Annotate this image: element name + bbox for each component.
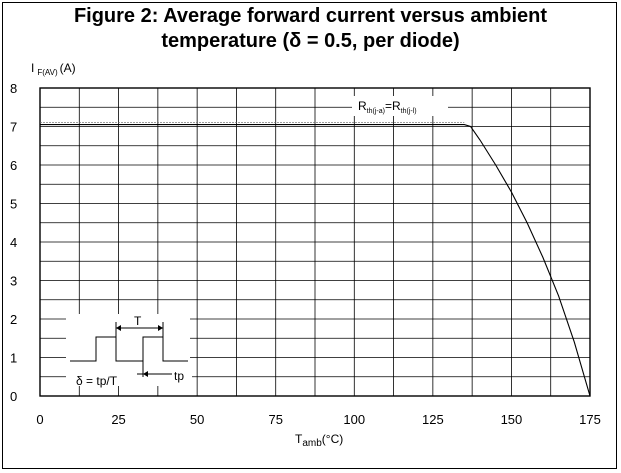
x-tick-label: 125 — [422, 412, 444, 427]
tp-arrowhead — [143, 371, 148, 377]
x-axis-label: Tamb(°C) — [295, 432, 343, 449]
y-tick-label: 3 — [10, 274, 17, 289]
figure-frame — [2, 2, 617, 469]
y-tick-label: 2 — [10, 312, 17, 327]
chart-ticks: 0 25 50 75 100 125 150 175 0 1 2 3 4 5 6 7 8 — [10, 81, 601, 427]
figure-title: Figure 2: Average forward current versus… — [0, 4, 621, 54]
series-line — [40, 124, 591, 397]
y-tick-label: 4 — [10, 235, 17, 250]
y-tick-label: 7 — [10, 120, 17, 135]
duty-cycle-inset: Tδ = tp/T tp — [66, 314, 192, 388]
x-tick-label: 25 — [111, 412, 125, 427]
y-tick-label: 6 — [10, 158, 17, 173]
chart-grid — [39, 87, 591, 397]
y-axis-label: I F(AV) (A) — [31, 61, 76, 77]
x-tick-label: 75 — [268, 412, 282, 427]
x-tick-label: 100 — [343, 412, 365, 427]
chart-labels: I F(AV) (A) Tamb(°C) Rth(j-a)=Rth(j-l) — [31, 61, 448, 449]
period-arrowhead-right — [158, 325, 163, 331]
tp-label-bg — [172, 367, 192, 383]
figure-title-line1: Figure 2: Average forward current versus… — [73, 5, 548, 27]
tp-label: tp — [174, 369, 184, 383]
y-tick-label: 0 — [10, 389, 17, 404]
y-tick-label: 1 — [10, 351, 17, 366]
period-label: T — [134, 314, 142, 328]
chart-series — [40, 122, 591, 397]
series-label-bg — [352, 96, 448, 116]
y-tick-label: 8 — [10, 81, 17, 96]
x-tick-label: 150 — [501, 412, 523, 427]
x-tick-label: 50 — [190, 412, 204, 427]
y-tick-label: 5 — [10, 197, 17, 212]
figure-title-line2: temperature (δ = 0.5, per diode) — [161, 30, 460, 52]
duty-label: δ = tp/T — [76, 374, 118, 388]
x-tick-label: 175 — [579, 412, 601, 427]
period-arrowhead-left — [116, 325, 121, 331]
x-tick-label: 0 — [36, 412, 43, 427]
plot-area — [39, 87, 591, 397]
pulse-waveform — [70, 336, 188, 362]
series-label: Rth(j-a)=Rth(j-l) — [358, 99, 417, 115]
